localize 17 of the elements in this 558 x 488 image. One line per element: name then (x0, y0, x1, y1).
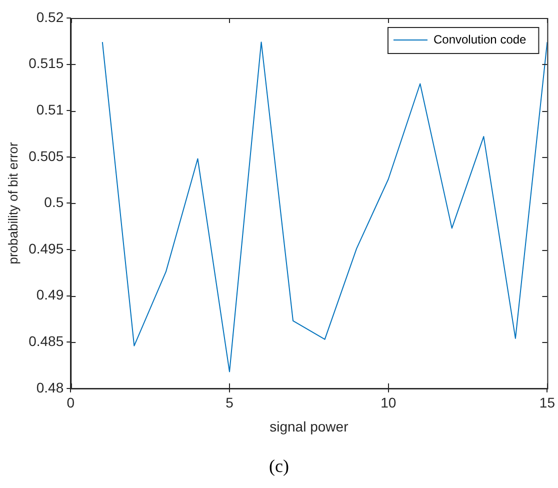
y-axis-title: probability of bit error (5, 141, 20, 264)
x-tick-label: 0 (66, 394, 75, 411)
y-tick-label: 0.49 (36, 286, 64, 303)
x-tick-label: 15 (539, 394, 556, 411)
legend-label: Convolution code (433, 32, 527, 46)
x-axis-title: signal power (270, 418, 349, 434)
y-tick-label: 0.5 (44, 194, 64, 210)
y-tick-label: 0.485 (28, 332, 64, 349)
text: (c) (268, 456, 290, 477)
x-tick-label: 5 (226, 394, 234, 411)
x-tick-label: 10 (380, 394, 396, 411)
y-tick-label: 0.505 (28, 148, 64, 164)
y-tick-label: 0.515 (28, 55, 64, 72)
y-tick-label: 0.51 (36, 101, 64, 118)
y-tick-label: 0.52 (36, 8, 64, 25)
y-tick-label: 0.495 (28, 240, 64, 256)
y-tick-label: 0.48 (36, 379, 64, 396)
